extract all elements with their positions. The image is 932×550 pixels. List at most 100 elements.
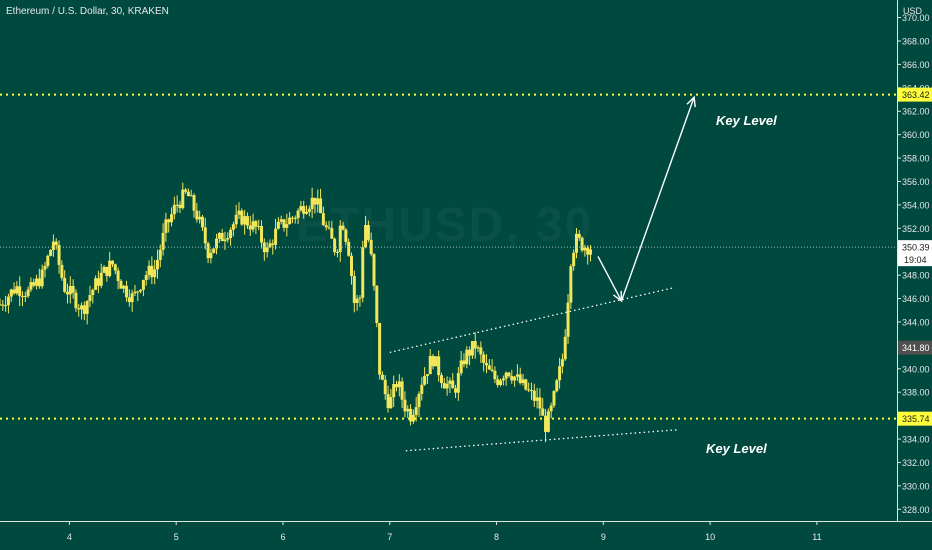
candle-body (491, 369, 494, 370)
candle-body (353, 276, 356, 303)
candle-body (274, 229, 277, 245)
candle-body (533, 391, 536, 401)
candle-body (153, 269, 156, 277)
candle-body (446, 384, 449, 389)
axis-unit-label: USD (903, 6, 922, 16)
candle-body (43, 266, 46, 270)
candle-body (187, 192, 190, 196)
candle-body (384, 380, 387, 394)
candle-body (105, 267, 108, 276)
candle-body (24, 296, 27, 297)
candle-body (527, 389, 530, 390)
y-tick-label: 344.00 (902, 317, 930, 327)
candle-body (485, 363, 488, 365)
candle-body (372, 254, 375, 286)
candle-body (246, 216, 249, 225)
candle-body (207, 243, 210, 258)
y-tick-label: 348.00 (902, 271, 930, 281)
candle-body (429, 356, 432, 374)
candle-body (260, 226, 263, 242)
candle-body (223, 239, 226, 241)
candle-body (58, 245, 61, 265)
candle-body (91, 290, 94, 295)
candle-body (547, 411, 550, 432)
candle-body (86, 301, 89, 314)
candle-body (184, 190, 187, 192)
candle-body (136, 291, 139, 292)
candle-body (13, 289, 16, 293)
candle-body (88, 295, 91, 301)
candle-body (4, 305, 7, 306)
candle-body (474, 341, 477, 348)
candle-body (536, 397, 539, 400)
candle-body (356, 299, 359, 303)
candle-body (291, 218, 294, 219)
candle-body (437, 356, 440, 375)
candle-body (249, 226, 252, 230)
x-tick-label: 10 (705, 532, 715, 542)
candle-body (350, 256, 353, 276)
candle-body (280, 219, 283, 221)
candle-body (122, 286, 125, 289)
y-tick-label: 338.00 (902, 388, 930, 398)
candle-body (552, 391, 555, 406)
candle-body (41, 270, 44, 287)
candle-body (432, 356, 435, 366)
y-tick-label: 346.00 (902, 294, 930, 304)
y-tick-label: 360.00 (902, 130, 930, 140)
candle-body (145, 275, 148, 280)
candle-body (204, 227, 207, 243)
candle-body (496, 379, 499, 385)
candle-body (420, 385, 423, 394)
candle-body (83, 305, 86, 314)
candle-body (218, 233, 221, 239)
candle-body (499, 380, 502, 385)
candle-body (170, 214, 173, 222)
candle-body (358, 298, 361, 299)
candle-body (117, 271, 120, 281)
candle-body (271, 243, 274, 245)
candle-body (35, 278, 38, 285)
symbol-title: Ethereum / U.S. Dollar, 30, KRAKEN (6, 6, 169, 17)
candle-body (567, 303, 570, 337)
candle-body (119, 281, 122, 289)
y-tick-label: 340.00 (902, 364, 930, 374)
x-tick-label: 6 (280, 532, 285, 542)
x-tick-label: 5 (174, 532, 179, 542)
y-tick-label: 366.00 (902, 60, 930, 70)
candle-body (252, 221, 255, 229)
candle-body (164, 219, 167, 232)
candle-body (479, 347, 482, 354)
candle-body (100, 273, 103, 286)
candle-body (27, 290, 30, 297)
candle-body (74, 293, 77, 308)
candle-body (448, 381, 451, 384)
candle-body (572, 253, 575, 266)
candle-body (229, 230, 232, 238)
candle-body (538, 397, 541, 408)
candle-body (558, 366, 561, 380)
candle-body (238, 211, 241, 215)
x-tick-label: 11 (812, 532, 821, 542)
candle-body (530, 390, 533, 391)
candle-body (69, 286, 72, 294)
candle-body (361, 247, 364, 298)
candle-body (29, 282, 32, 289)
marker-price-label: 341.80 (902, 343, 930, 353)
candle-body (139, 290, 142, 292)
candle-body (232, 224, 235, 229)
candle-body (209, 253, 212, 258)
candle-body (268, 243, 271, 247)
last-price-label: 350.39 (902, 243, 930, 253)
candle-body (440, 375, 443, 383)
candle-body (389, 397, 392, 408)
candle-body (108, 261, 111, 276)
candle-body (103, 267, 106, 273)
candle-body (277, 222, 280, 229)
candle-body (212, 248, 215, 252)
candle-body (457, 373, 460, 393)
candle-body (243, 216, 246, 224)
candle-body (505, 373, 508, 379)
